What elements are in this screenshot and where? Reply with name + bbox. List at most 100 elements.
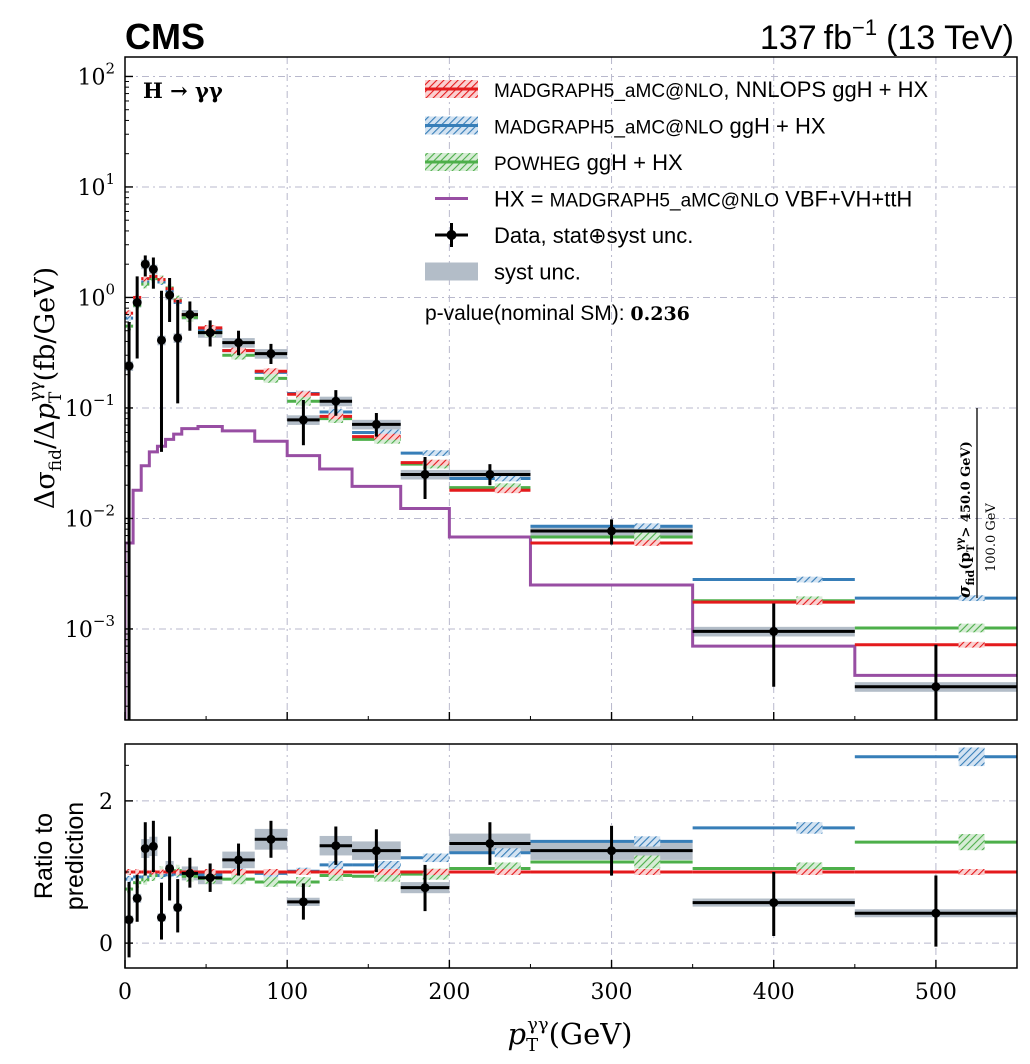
legend-entry-label: POWHEG ggH + HX <box>494 150 683 175</box>
data-point <box>485 469 495 479</box>
main-y-axis-label: Δσfid/ΔpTγγ(fb/GeV) <box>26 267 66 509</box>
data-point <box>769 626 779 636</box>
legend-entry-label: syst unc. <box>494 260 581 285</box>
ratio-data-point <box>420 883 430 893</box>
ratio-unc-box <box>231 873 246 885</box>
ratio-data-point <box>371 846 381 856</box>
ratio-unc-box <box>374 869 401 875</box>
y-tick-label: 100 <box>77 280 115 311</box>
prediction-unc-box <box>127 315 131 322</box>
data-point <box>205 328 215 338</box>
ratio-plot-area <box>125 747 1017 958</box>
legend-label-prefix: HX = <box>494 187 550 212</box>
ratio-data-point <box>266 834 276 844</box>
process-label: H → γγ <box>143 78 223 103</box>
main-frame <box>124 56 1018 721</box>
legend-label-generator: MADGRAPH5_aMC@NLO <box>550 191 779 212</box>
data-point <box>298 415 308 425</box>
data-point <box>234 338 244 348</box>
legend-entry-label: MADGRAPH5_aMC@NLO, NNLOPS ggH + HX <box>494 77 929 102</box>
ratio-unc-box <box>958 747 985 767</box>
x-axis-label: pTγγ(GeV) <box>507 1014 632 1056</box>
prediction-unc-box <box>958 623 985 633</box>
y-tick-label: 101 <box>77 170 115 201</box>
ratio-unc-box <box>634 855 661 869</box>
ratio-data-point <box>931 908 941 918</box>
overflow-num-cond-sub: T <box>966 544 977 552</box>
ratio-unc-box <box>422 853 449 863</box>
legend-marker-point <box>446 230 457 240</box>
ratio-data-point <box>148 841 158 851</box>
y-tick-exp: −3 <box>93 612 115 630</box>
prediction-unc-box <box>958 595 985 602</box>
ratio-data-point <box>485 839 495 849</box>
ratio-data-point <box>140 844 150 854</box>
p-value-text: p-value(nominal SM): 0.236 <box>425 302 690 325</box>
ratio-data-point <box>185 868 195 878</box>
prediction-unc-box <box>796 599 823 605</box>
ratio-unc-box <box>175 869 180 875</box>
main-plot-area <box>125 255 1017 720</box>
data-point <box>140 259 150 269</box>
ratio-ticks: 0 100 200 300 400 500 0 2 <box>99 764 957 1005</box>
prediction-unc-box <box>634 540 661 546</box>
p-value-label: p-value(nominal SM): <box>425 302 630 325</box>
ratio-unc-box <box>296 869 311 875</box>
ratio-unc-box <box>127 875 131 883</box>
x-tick-label: 400 <box>753 980 795 1005</box>
ratio-data-point <box>607 846 617 856</box>
ratio-unc-box <box>958 869 985 875</box>
data-point <box>931 682 941 692</box>
prediction-unc-box <box>422 459 449 466</box>
prediction-unc-box <box>422 450 449 457</box>
ratio-y-label-line1: Ratio to <box>30 813 58 899</box>
ratio-unc-box <box>374 870 401 882</box>
ratio-frame <box>124 743 1018 969</box>
experiment-label: CMS <box>125 16 205 57</box>
y-tick-label: 10−2 <box>65 501 115 532</box>
legend-label-rest: ggH + HX <box>581 150 683 175</box>
ratio-unc-box <box>494 862 521 875</box>
hx-step-line <box>125 424 1017 720</box>
data-point <box>331 396 341 406</box>
y-tick-label: 102 <box>77 59 115 90</box>
overflow-num-sigma: σ <box>955 585 975 598</box>
ratio-unc-box <box>422 869 449 875</box>
x-tick-label: 0 <box>118 980 132 1005</box>
y-tick-label: 10−3 <box>65 612 115 643</box>
legend-label-rest: ggH + HX <box>723 114 825 139</box>
ratio-unc-box <box>263 869 279 875</box>
prediction-unc-box <box>494 487 521 494</box>
overflow-num-cond-end: > 450.0 GeV) <box>959 441 974 537</box>
prediction-unc-box <box>143 275 148 282</box>
prediction-unc-box <box>494 475 521 482</box>
prediction-unc-box <box>263 368 279 375</box>
ratio-unc-box <box>796 862 823 875</box>
prediction-unc-box <box>328 413 344 420</box>
y-tick-label: 10−1 <box>65 391 115 422</box>
overflow-denominator: 100.0 GeV <box>984 503 999 572</box>
luminosity-label: 137 fb−1 (13 TeV) <box>760 15 1014 57</box>
data-point <box>148 264 158 274</box>
x-tick-label: 500 <box>915 980 957 1005</box>
legend-label-generator: MADGRAPH5_aMC@NLO <box>494 81 723 102</box>
ratio-unc-box <box>296 877 311 887</box>
lumi-exp: −1 <box>852 15 877 40</box>
ratio-unc-box <box>374 860 401 869</box>
ratio-data-point <box>234 855 244 865</box>
ratio-y-tick-label: 0 <box>99 932 113 957</box>
overflow-num-cond: (p <box>956 552 974 570</box>
prediction-unc-box <box>374 433 401 440</box>
legend-label-generator: MADGRAPH5_aMC@NLO <box>494 118 723 139</box>
y-tick-base: 10 <box>77 65 105 90</box>
data-point <box>125 361 134 371</box>
ratio-panel: 0 100 200 300 400 500 0 2 Ratio to prediction p… <box>30 743 1018 1056</box>
prediction-unc-box <box>296 391 311 398</box>
ratio-unc-box <box>159 869 164 875</box>
data-point <box>185 310 195 320</box>
ratio-unc-box <box>143 874 148 885</box>
ratio-grid <box>125 744 1017 968</box>
ratio-unc-box <box>796 869 823 875</box>
ratio-unc-box <box>328 869 344 875</box>
